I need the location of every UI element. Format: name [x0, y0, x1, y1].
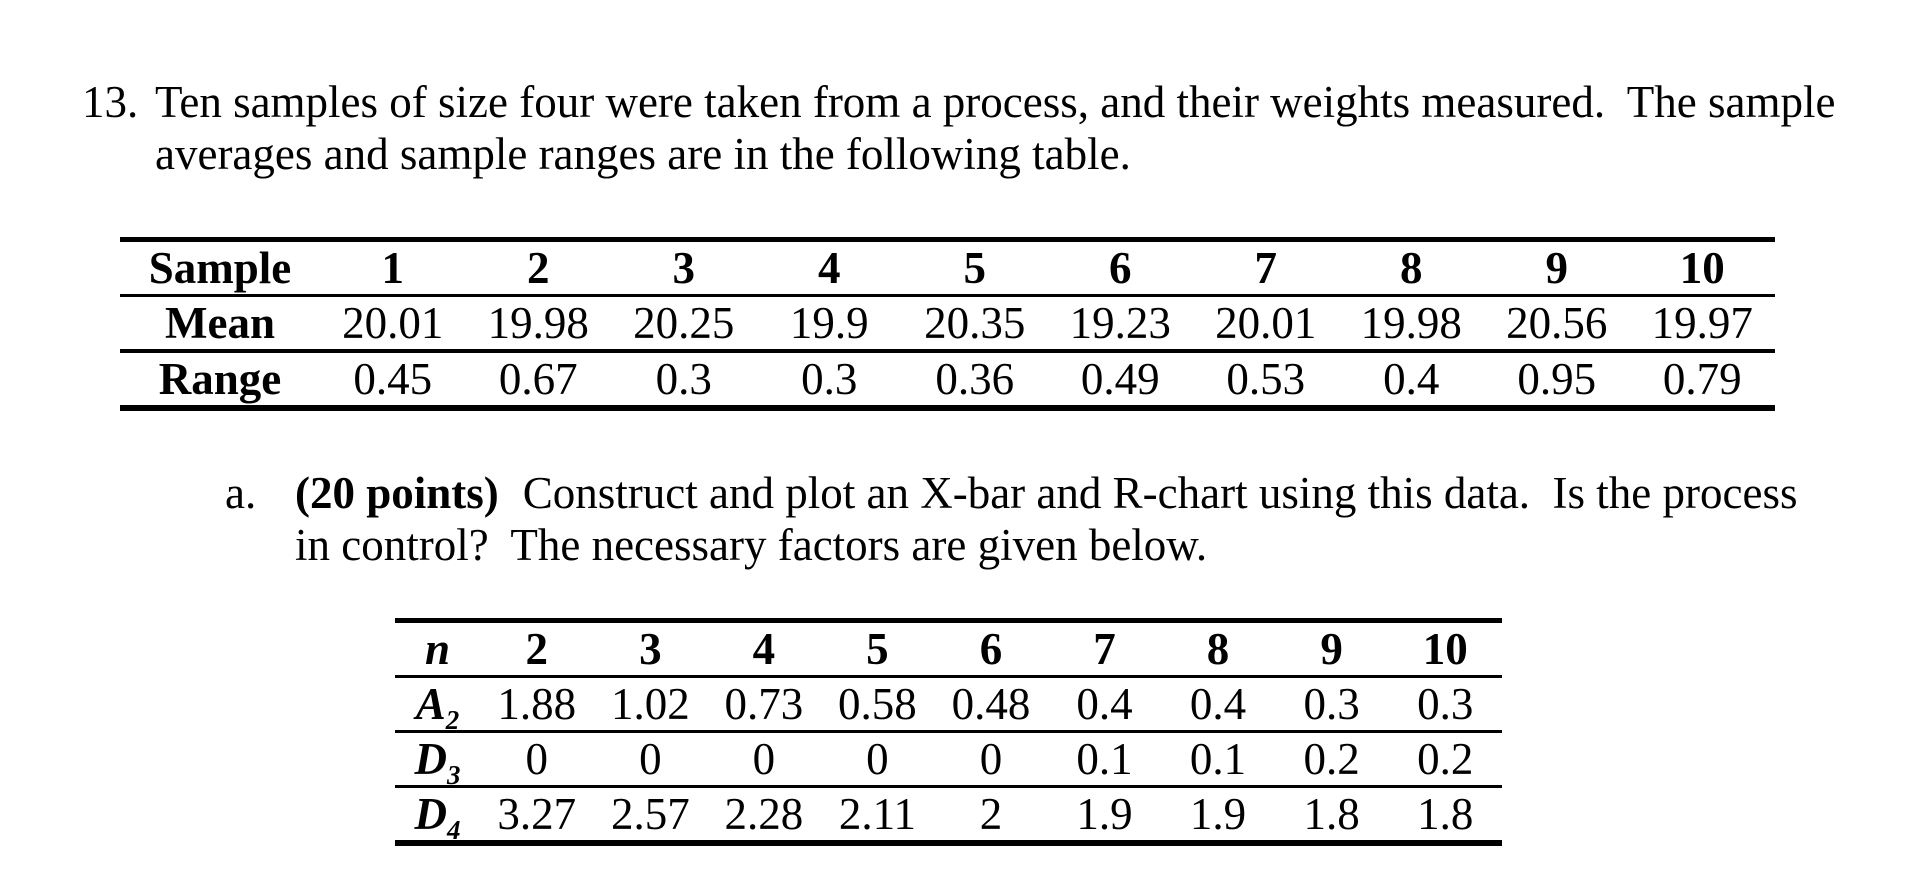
cell-value: 0.95	[1517, 354, 1597, 404]
cell-value: 0	[480, 731, 594, 788]
cell-value: 20.01	[320, 295, 466, 353]
col-header: 5	[902, 239, 1048, 297]
factors-table: n 2 3 4 5 6 7 8 9 10 A2 1.88 1.02 0.73 0.58 0.48 0.4 0.4 0…	[395, 618, 1502, 846]
problem-text-line1: Ten samples of size four were taken from…	[155, 77, 1836, 127]
cell-value: 19.97	[1629, 295, 1775, 353]
cell-value: 0.73	[707, 676, 821, 733]
col-header: 7	[1193, 239, 1339, 297]
row-label: D4	[414, 789, 461, 845]
row-label: A2	[395, 676, 480, 734]
col-header: 1	[320, 239, 466, 297]
header-row: Sample 1 2 3 4 5 6 7 8 9 10	[120, 239, 1775, 297]
problem-text-line2: averages and sample ranges are in the fo…	[155, 129, 1131, 179]
part-a-text-line2: in control? The necessary factors are gi…	[295, 520, 1208, 570]
table-row: Range 0.45 0.67 0.3 0.3 0.36 0.49 0.53 0.4 0.95 0.…	[120, 351, 1775, 408]
cell-value: 0.45	[353, 354, 433, 404]
cell-value: 1.88	[480, 676, 594, 733]
cell-value: 0.1	[1047, 731, 1162, 788]
table-row: D4 3.27 2.57 2.28 2.11 2 1.9 1.9 1.8 1.8	[395, 787, 1502, 844]
col-header: 9	[1484, 239, 1630, 297]
table-row: Mean 20.01 19.98 20.25 19.9 20.35 19.23 20.01 19…	[120, 295, 1775, 353]
cell-value: 19.98	[1338, 295, 1484, 353]
cell-value: 0.53	[1226, 354, 1306, 404]
col-header: 9	[1274, 620, 1389, 678]
corner-header: Sample	[120, 239, 320, 297]
part-a: a. (20 points) Construct and plot an X-ba…	[225, 467, 1932, 571]
col-header: 2	[465, 239, 611, 297]
table-row: A2 1.88 1.02 0.73 0.58 0.48 0.4 0.4 0.3 0.3	[395, 676, 1502, 734]
col-header: 3	[611, 239, 757, 297]
cell-value: 0.4	[1383, 354, 1440, 404]
cell-value: 0.3	[655, 354, 712, 404]
points-label: (20 points)	[295, 468, 499, 518]
cell-value: 0.2	[1388, 731, 1502, 788]
cell-value: 19.23	[1047, 295, 1193, 353]
cell-value: 0.49	[1080, 354, 1160, 404]
col-header: 6	[934, 620, 1048, 678]
col-header: 8	[1161, 620, 1275, 678]
problem-text: Ten samples of size four were taken from…	[155, 76, 1835, 180]
cell-value: 2.28	[724, 789, 804, 839]
cell-value: 0.3	[1274, 676, 1389, 733]
cell-value: 0.3	[1388, 676, 1502, 733]
cell-value: 1.02	[593, 676, 708, 733]
row-label: Range	[158, 354, 282, 404]
cell-value: 0.48	[934, 676, 1048, 733]
cell-value: 0	[707, 731, 821, 788]
cell-value: 0	[934, 731, 1048, 788]
cell-value: 0.4	[1161, 676, 1275, 733]
cell-value: 1.8	[1417, 789, 1474, 839]
cell-value: 0.58	[820, 676, 935, 733]
cell-value: 0	[820, 731, 935, 788]
problem-statement: 13. Ten samples of size four were taken …	[82, 76, 1932, 180]
col-header: 4	[756, 239, 902, 297]
col-header: 4	[707, 620, 821, 678]
cell-value: 0.1	[1161, 731, 1275, 788]
cell-value: 20.25	[611, 295, 757, 353]
col-header: 5	[820, 620, 935, 678]
cell-value: 2	[979, 789, 1003, 839]
cell-value: 0.3	[801, 354, 858, 404]
col-header: 6	[1047, 239, 1193, 297]
col-header: 10	[1388, 620, 1502, 678]
cell-value: 0.4	[1047, 676, 1162, 733]
cell-value: 19.98	[465, 295, 611, 353]
cell-value: 0.2	[1274, 731, 1389, 788]
part-a-marker: a.	[225, 468, 257, 518]
cell-value: 19.9	[756, 295, 902, 353]
cell-value: 3.27	[497, 789, 577, 839]
corner-header: n	[395, 620, 480, 678]
col-header: 7	[1047, 620, 1162, 678]
cell-value: 0.67	[498, 354, 578, 404]
problem-number: 13.	[82, 77, 139, 127]
col-header: 8	[1338, 239, 1484, 297]
part-a-instruction: Construct and plot an X-bar and R-chart …	[522, 468, 1798, 518]
part-a-text-line1: (20 points) Construct and plot an X-bar a…	[295, 467, 1797, 519]
cell-value: 20.01	[1193, 295, 1339, 353]
col-header: 2	[480, 620, 594, 678]
row-label: Mean	[120, 295, 320, 353]
cell-value: 1.8	[1303, 789, 1360, 839]
header-row: n 2 3 4 5 6 7 8 9 10	[395, 620, 1502, 678]
table-row: D3 0 0 0 0 0 0.1 0.1 0.2 0.2	[395, 731, 1502, 789]
cell-value: 1.9	[1189, 789, 1247, 839]
cell-value: 20.56	[1484, 295, 1630, 353]
cell-value: 0.79	[1662, 354, 1742, 404]
samples-table: Sample 1 2 3 4 5 6 7 8 9 10 Mean 20.01 19.98 20.25 19.9…	[120, 237, 1775, 411]
cell-value: 0	[593, 731, 708, 788]
part-a-text: (20 points) Construct and plot an X-bar a…	[295, 467, 1797, 571]
cell-value: 20.35	[902, 295, 1048, 353]
col-header: 3	[593, 620, 708, 678]
row-label: D3	[395, 731, 480, 789]
cell-value: 2.11	[838, 789, 916, 839]
cell-value: 2.57	[610, 789, 690, 839]
cell-value: 0.36	[935, 354, 1015, 404]
cell-value: 1.9	[1076, 789, 1133, 839]
col-header: 10	[1629, 239, 1775, 297]
